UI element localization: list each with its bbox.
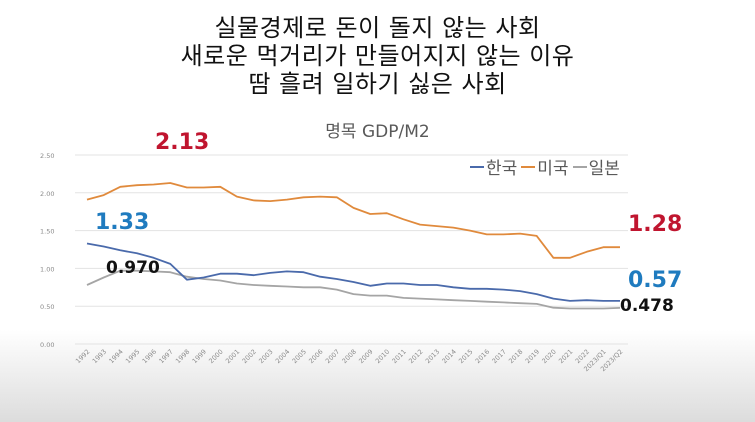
value-annotation: 0.57 [628,268,683,293]
x-tick-label: 2000 [207,348,224,365]
chart-legend: 한국 미국 일본 [470,154,620,179]
x-tick-label: 2020 [540,348,557,365]
x-tick-label: 2014 [440,348,457,365]
series-line-usa [86,182,620,259]
x-tick-label: 2003 [257,348,274,365]
x-tick-label: 1995 [124,348,141,365]
x-tick-label: 2016 [474,348,491,365]
x-tick-label: 1992 [74,348,91,365]
x-tick-label: 2017 [490,348,507,365]
legend-label-usa: 미국 [537,159,569,179]
x-tick-label: 2012 [407,348,424,365]
value-annotation: 1.33 [95,210,150,235]
x-tick-label: 2011 [391,348,408,365]
legend-label-japan: 일본 [588,159,620,179]
headline-line-3: 땀 흘려 일하기 싫은 사회 [248,70,507,98]
headline: 실물경제로 돈이 돌지 않는 사회 새로운 먹거리가 만들어지지 않는 이유 땀… [0,14,755,98]
value-annotation: 0.970 [106,258,160,278]
x-tick-label: 1997 [157,348,174,365]
headline-line-1: 실물경제로 돈이 돌지 않는 사회 [214,14,541,42]
x-tick-label: 2001 [224,348,241,365]
x-tick-label: 2021 [557,348,574,365]
x-tick-label: 2015 [457,348,474,365]
headline-line-2: 새로운 먹거리가 만들어지지 않는 이유 [180,42,575,70]
legend-item-japan: 일본 [572,154,620,179]
legend-swatch-usa [521,165,536,168]
x-tick-label: 2018 [507,348,524,365]
x-tick-label: 2019 [524,348,541,365]
y-tick-label: 2.50 [40,152,54,160]
y-tick-label: 0.50 [40,303,54,311]
x-tick-label: 2010 [374,348,391,365]
legend-item-korea: 한국 [470,154,517,179]
x-tick-label: 2004 [274,348,291,365]
x-tick-label: 1996 [141,348,158,365]
legend-swatch-korea [470,165,484,168]
x-tick-label: 2007 [324,348,341,365]
value-annotation: 1.28 [628,212,683,237]
y-tick-label: 1.00 [40,265,54,273]
x-tick-label: 2006 [307,348,324,365]
x-tick-label: 2002 [241,348,258,365]
series-line-japan [86,269,621,310]
x-tick-label: 2005 [291,348,308,365]
y-axis-ticks: 0.00 0.50 1.00 1.50 2.00 2.50 [40,152,54,349]
chart-title: 명목 GDP/M2 [325,122,430,142]
x-tick-label: 1998 [174,348,191,365]
x-tick-label: 2008 [341,348,358,365]
value-annotation: 2.13 [155,130,210,155]
legend-label-korea: 한국 [486,159,518,179]
x-tick-label: 1999 [191,348,208,365]
series-line-korea [86,242,620,302]
x-tick-label: 1993 [91,348,108,365]
x-tick-label: 2009 [357,348,374,365]
chart-gridlines [75,154,628,345]
chart-series-lines [86,182,621,310]
legend-item-usa: 미국 [521,154,569,179]
value-annotation: 0.478 [620,296,674,316]
x-tick-label: 2013 [424,348,441,365]
y-tick-label: 0.00 [40,341,54,349]
y-tick-label: 1.50 [40,228,54,236]
y-tick-label: 2.00 [40,190,54,198]
legend-swatch-japan [572,165,587,168]
x-axis-ticks: 1992 1993 1994 1995 1996 1997 1998 1999 2000 2001… [74,348,624,373]
x-tick-label: 1994 [107,348,124,365]
